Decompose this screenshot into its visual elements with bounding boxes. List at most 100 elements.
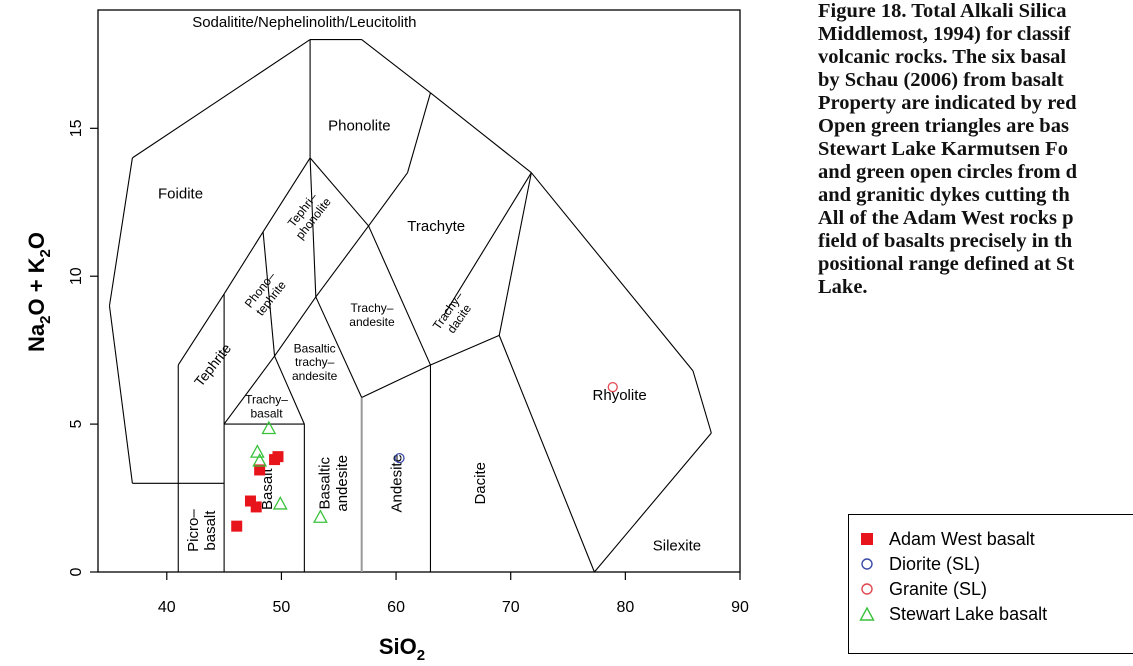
filled-square-icon [861, 533, 873, 545]
field-boundary [430, 334, 500, 366]
caption-line: positional range defined at St [818, 253, 1075, 275]
field-label-line: Basalt [259, 468, 276, 511]
field-boundaries [108, 39, 712, 573]
caption-line: by Schau (2006) from basalt [818, 69, 1064, 91]
stewart-lake-point [261, 420, 277, 435]
field-label: Sodalitite/Nephelinolith/Leucitolith [192, 14, 416, 31]
field-boundary [309, 157, 317, 297]
adam-west-point [272, 451, 284, 463]
field-label-line: Foidite [158, 186, 203, 203]
field-label-line: Silexite [653, 538, 701, 555]
field-label: Dacite [472, 462, 489, 505]
y-tick-label: 0 [68, 567, 85, 576]
field-label-line: andesite [334, 455, 351, 512]
legend: Adam West basalt Diorite (SL) Granite (S… [848, 514, 1133, 654]
field-boundary [430, 92, 532, 174]
field-label-line: Dacite [472, 462, 489, 505]
stewart-lake-point [272, 496, 288, 510]
stewart-lake-point [252, 453, 268, 467]
field-label: Basaltic trachy– andesite [292, 341, 338, 383]
adam-west-point [250, 501, 262, 513]
x-axis-title: SiO2 [379, 634, 425, 664]
y-axis-title: Na2O + K2O [24, 232, 54, 352]
field-label-line: basalt [202, 510, 219, 551]
field-label: Silexite [653, 538, 701, 555]
field-label-line: Andesite [388, 454, 405, 512]
field-label: Trachy– andesite [349, 301, 395, 329]
field-label: Rhyolite [593, 387, 647, 404]
caption-line: Open green triangles are bas [818, 115, 1069, 137]
legend-label: Stewart Lake basalt [889, 604, 1048, 624]
field-label-line: trachy– [295, 355, 335, 369]
x-tick-label: 40 [158, 599, 176, 616]
field-label: Trachy– basalt [245, 393, 288, 421]
caption-line: and granitic dykes cutting th [818, 184, 1070, 206]
field-label-line: Trachyte [407, 218, 465, 235]
open-circle-point [394, 452, 405, 464]
field-label-line: Trachy– [245, 393, 288, 407]
open-circle-icon [861, 558, 873, 570]
adam-west-point [231, 520, 243, 532]
x-tick-label: 60 [387, 599, 405, 616]
field-label-line: Sodalitite/Nephelinolith/Leucitolith [192, 14, 416, 31]
field-label: Phono–tephrite [242, 269, 290, 319]
field-boundary [108, 305, 133, 484]
field-label-line: basalt [251, 406, 284, 420]
y-tick-label: 5 [68, 420, 85, 429]
y-tick-label: 10 [68, 267, 85, 285]
caption-line: Stewart Lake Karmutsen Fo [818, 138, 1068, 160]
field-boundary [498, 335, 595, 573]
field-label: Basalt [259, 468, 276, 511]
x-tick-label: 70 [502, 599, 520, 616]
stewart-lake-point [249, 444, 265, 458]
caption-line: Property are indicated by red [818, 92, 1077, 114]
field-boundary [177, 293, 225, 366]
figure-caption: Figure 18. Total Alkali Silica Middlemost… [818, 0, 1133, 299]
field-label: Trachyte [407, 218, 465, 235]
caption-line: and green open circles from d [818, 161, 1078, 183]
x-tick-label: 90 [731, 599, 749, 616]
field-boundary [108, 157, 133, 306]
field-boundary [274, 355, 305, 425]
field-label-line: Basaltic [294, 341, 336, 355]
field-boundary [309, 157, 369, 227]
caption-line: Lake. [818, 276, 868, 298]
field-boundary [361, 364, 431, 398]
tas-diagram: Sodalitite/Nephelinolith/Leucitolith Foid… [24, 9, 749, 664]
caption-line: field of basalts precisely in th [818, 230, 1073, 252]
field-boundary [223, 231, 264, 295]
y-tick-label: 15 [68, 119, 85, 137]
field-boundary [315, 225, 369, 298]
field-label-line: Phonolite [328, 118, 391, 135]
stewart-lake-point [313, 509, 328, 523]
field-label-line: andesite [292, 369, 338, 383]
field-label-line: Tephrite [191, 340, 234, 389]
field-label: Picro–basalt [185, 509, 219, 552]
field-boundary [498, 172, 532, 336]
field-boundary [443, 172, 532, 315]
field-boundary [593, 432, 712, 573]
field-label-line: Rhyolite [593, 387, 647, 404]
field-boundary [315, 296, 363, 398]
open-circle-icon [861, 583, 873, 595]
open-triangle-icon [859, 606, 875, 621]
legend-label: Diorite (SL) [889, 554, 981, 574]
field-boundary [407, 92, 431, 173]
field-label: Tephrite [191, 340, 234, 389]
data-points [231, 381, 618, 532]
field-boundary [262, 231, 276, 357]
field-label-line: Trachy– [351, 301, 394, 315]
field-boundary [223, 355, 275, 425]
field-labels: Sodalitite/Nephelinolith/Leucitolith Foid… [158, 14, 701, 555]
field-boundary [274, 296, 317, 357]
field-label: Basalticandesite [317, 455, 351, 512]
plot-border [97, 9, 741, 573]
field-boundary [530, 172, 694, 372]
legend-label: Adam West basalt [889, 529, 1035, 549]
field-label-line: Basaltic [317, 457, 334, 510]
x-tick-label: 80 [616, 599, 634, 616]
field-boundary [361, 39, 431, 94]
field-boundary [368, 225, 431, 366]
field-boundary [132, 39, 311, 159]
field-label-line: andesite [349, 315, 395, 329]
